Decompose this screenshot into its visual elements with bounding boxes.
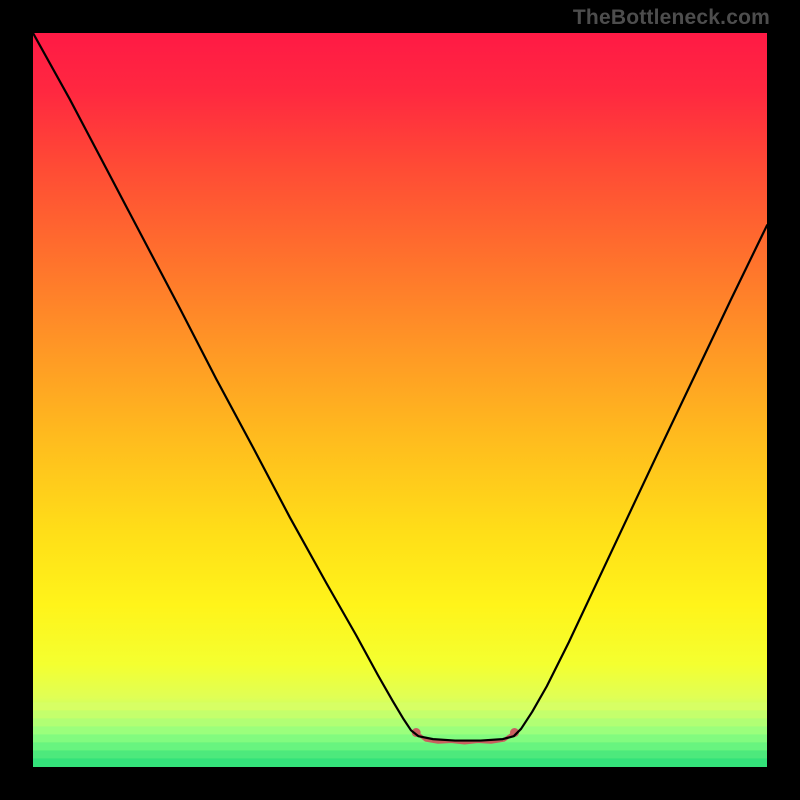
bottleneck-curve [33,33,767,767]
chart-frame: TheBottleneck.com [0,0,800,800]
plot-area [33,33,767,767]
main-curve-line [33,33,767,741]
watermark-label: TheBottleneck.com [573,6,770,30]
